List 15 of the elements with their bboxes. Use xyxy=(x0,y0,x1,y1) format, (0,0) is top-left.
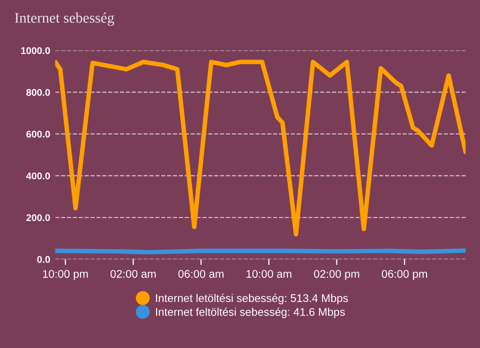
x-tick-label: 10:00 am xyxy=(246,270,292,278)
y-tick-label: 200.0 xyxy=(26,214,50,222)
x-tick-label: 10:00 pm xyxy=(43,270,88,280)
y-tick-label: 800.0 xyxy=(26,88,50,96)
x-tick-label: 02:00 am xyxy=(110,270,156,278)
x-tick-label: 06:00 am xyxy=(178,270,224,278)
x-tick-label: 06:00 pm xyxy=(382,270,427,280)
chart-title: Internet sebesség xyxy=(14,12,114,26)
y-tick-label: 400.0 xyxy=(26,172,50,180)
y-tick-label: 1000.0 xyxy=(21,47,50,54)
legend-label: Internet letöltési sebesség: 513.4 Mbps xyxy=(156,294,348,304)
y-tick-label: 600.0 xyxy=(26,130,50,138)
legend-label: Internet feltöltési sebesség: 41.6 Mbps xyxy=(156,308,345,318)
y-tick-label: 0.0 xyxy=(37,256,50,263)
x-tick-label: 02:00 pm xyxy=(314,270,360,280)
